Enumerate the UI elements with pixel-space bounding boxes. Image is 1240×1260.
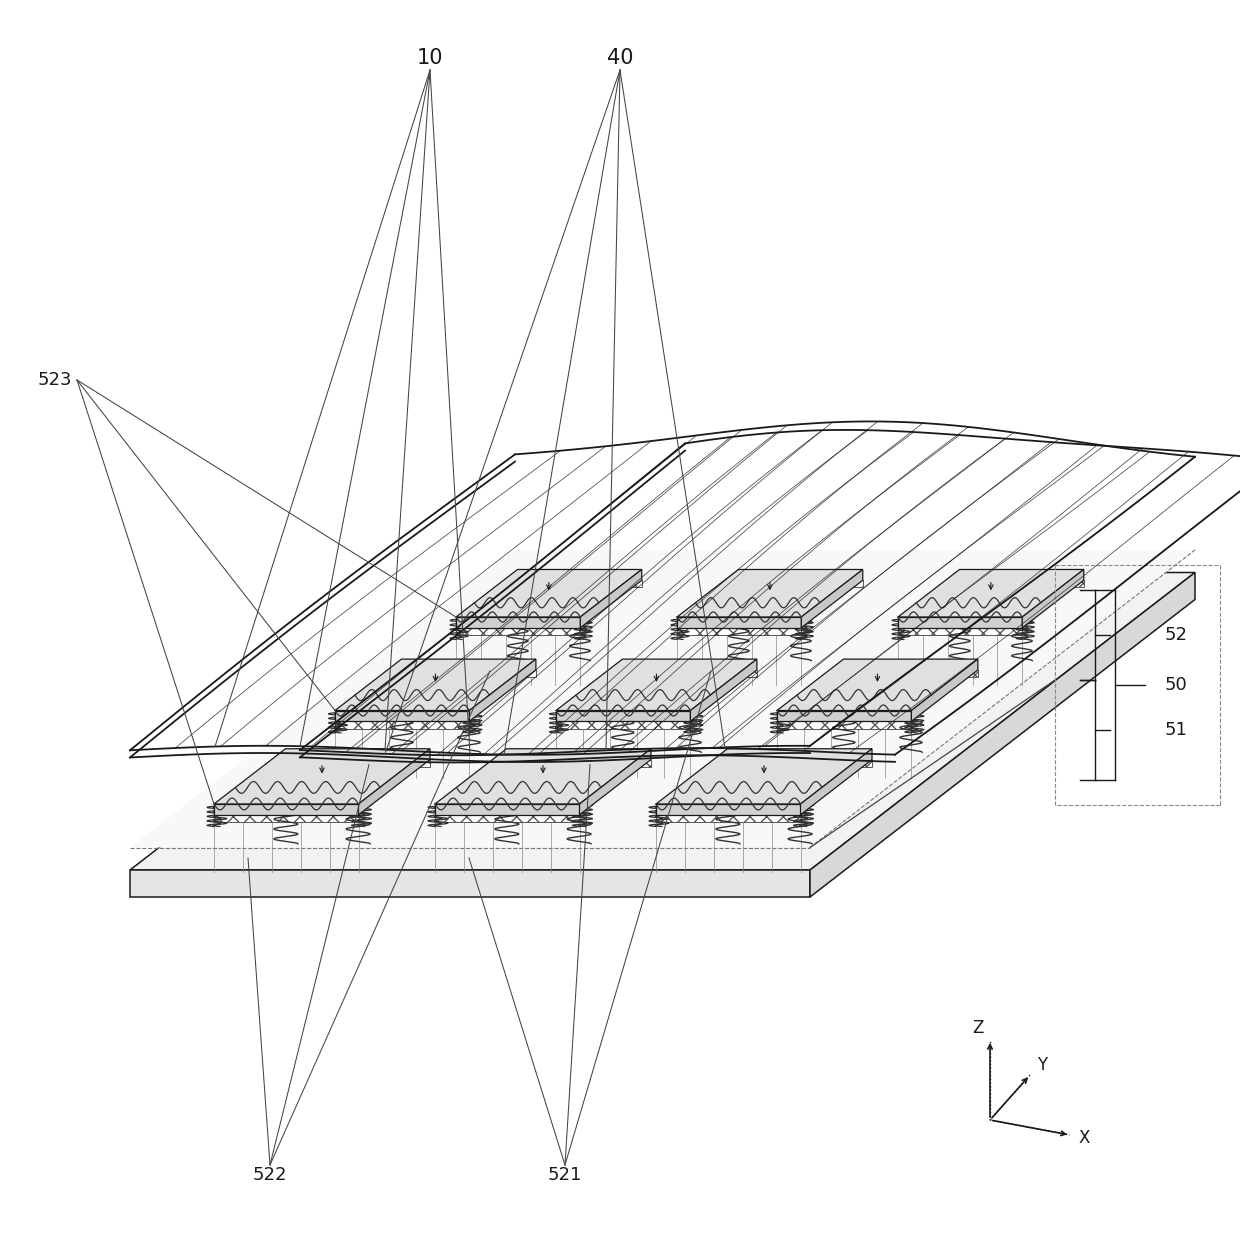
Polygon shape [556, 659, 756, 711]
Polygon shape [801, 570, 863, 627]
Text: 52: 52 [1166, 626, 1188, 644]
Polygon shape [777, 711, 911, 721]
Polygon shape [215, 815, 358, 822]
Polygon shape [470, 659, 536, 721]
Polygon shape [456, 627, 580, 635]
Polygon shape [456, 570, 642, 617]
Polygon shape [556, 721, 691, 728]
Polygon shape [215, 748, 430, 804]
Polygon shape [677, 617, 801, 627]
Polygon shape [506, 760, 651, 767]
Polygon shape [728, 760, 872, 767]
Polygon shape [130, 551, 1195, 848]
Polygon shape [739, 581, 863, 587]
Polygon shape [456, 617, 580, 627]
Polygon shape [801, 748, 872, 815]
Polygon shape [402, 670, 536, 677]
Polygon shape [579, 748, 651, 815]
Polygon shape [911, 659, 978, 721]
Polygon shape [656, 748, 872, 804]
Polygon shape [435, 748, 651, 804]
Polygon shape [843, 670, 978, 677]
Polygon shape [556, 711, 691, 721]
Polygon shape [285, 760, 430, 767]
Polygon shape [215, 804, 358, 815]
Text: 521: 521 [548, 1166, 583, 1184]
Polygon shape [898, 627, 1022, 635]
Polygon shape [960, 581, 1084, 587]
Text: 523: 523 [37, 370, 72, 389]
Polygon shape [130, 572, 1195, 869]
Polygon shape [656, 815, 801, 822]
Text: 40: 40 [606, 48, 634, 68]
Polygon shape [810, 572, 1195, 897]
Polygon shape [622, 670, 756, 677]
Polygon shape [1022, 570, 1084, 627]
Polygon shape [656, 804, 801, 815]
Polygon shape [335, 721, 470, 728]
Polygon shape [358, 748, 430, 815]
Text: 51: 51 [1166, 721, 1188, 740]
Polygon shape [580, 570, 642, 627]
Polygon shape [898, 570, 1084, 617]
Polygon shape [898, 617, 1022, 627]
Polygon shape [777, 721, 911, 728]
Polygon shape [691, 659, 756, 721]
Polygon shape [677, 570, 863, 617]
Text: Z: Z [972, 1019, 983, 1037]
Polygon shape [335, 659, 536, 711]
Polygon shape [435, 815, 579, 822]
Polygon shape [130, 869, 810, 897]
Text: 522: 522 [253, 1166, 288, 1184]
Polygon shape [677, 627, 801, 635]
Text: X: X [1079, 1129, 1090, 1147]
Polygon shape [777, 659, 978, 711]
Text: 10: 10 [417, 48, 443, 68]
Text: 50: 50 [1166, 677, 1188, 694]
Polygon shape [335, 711, 470, 721]
Polygon shape [517, 581, 642, 587]
Text: Y: Y [1037, 1056, 1047, 1074]
Polygon shape [435, 804, 579, 815]
